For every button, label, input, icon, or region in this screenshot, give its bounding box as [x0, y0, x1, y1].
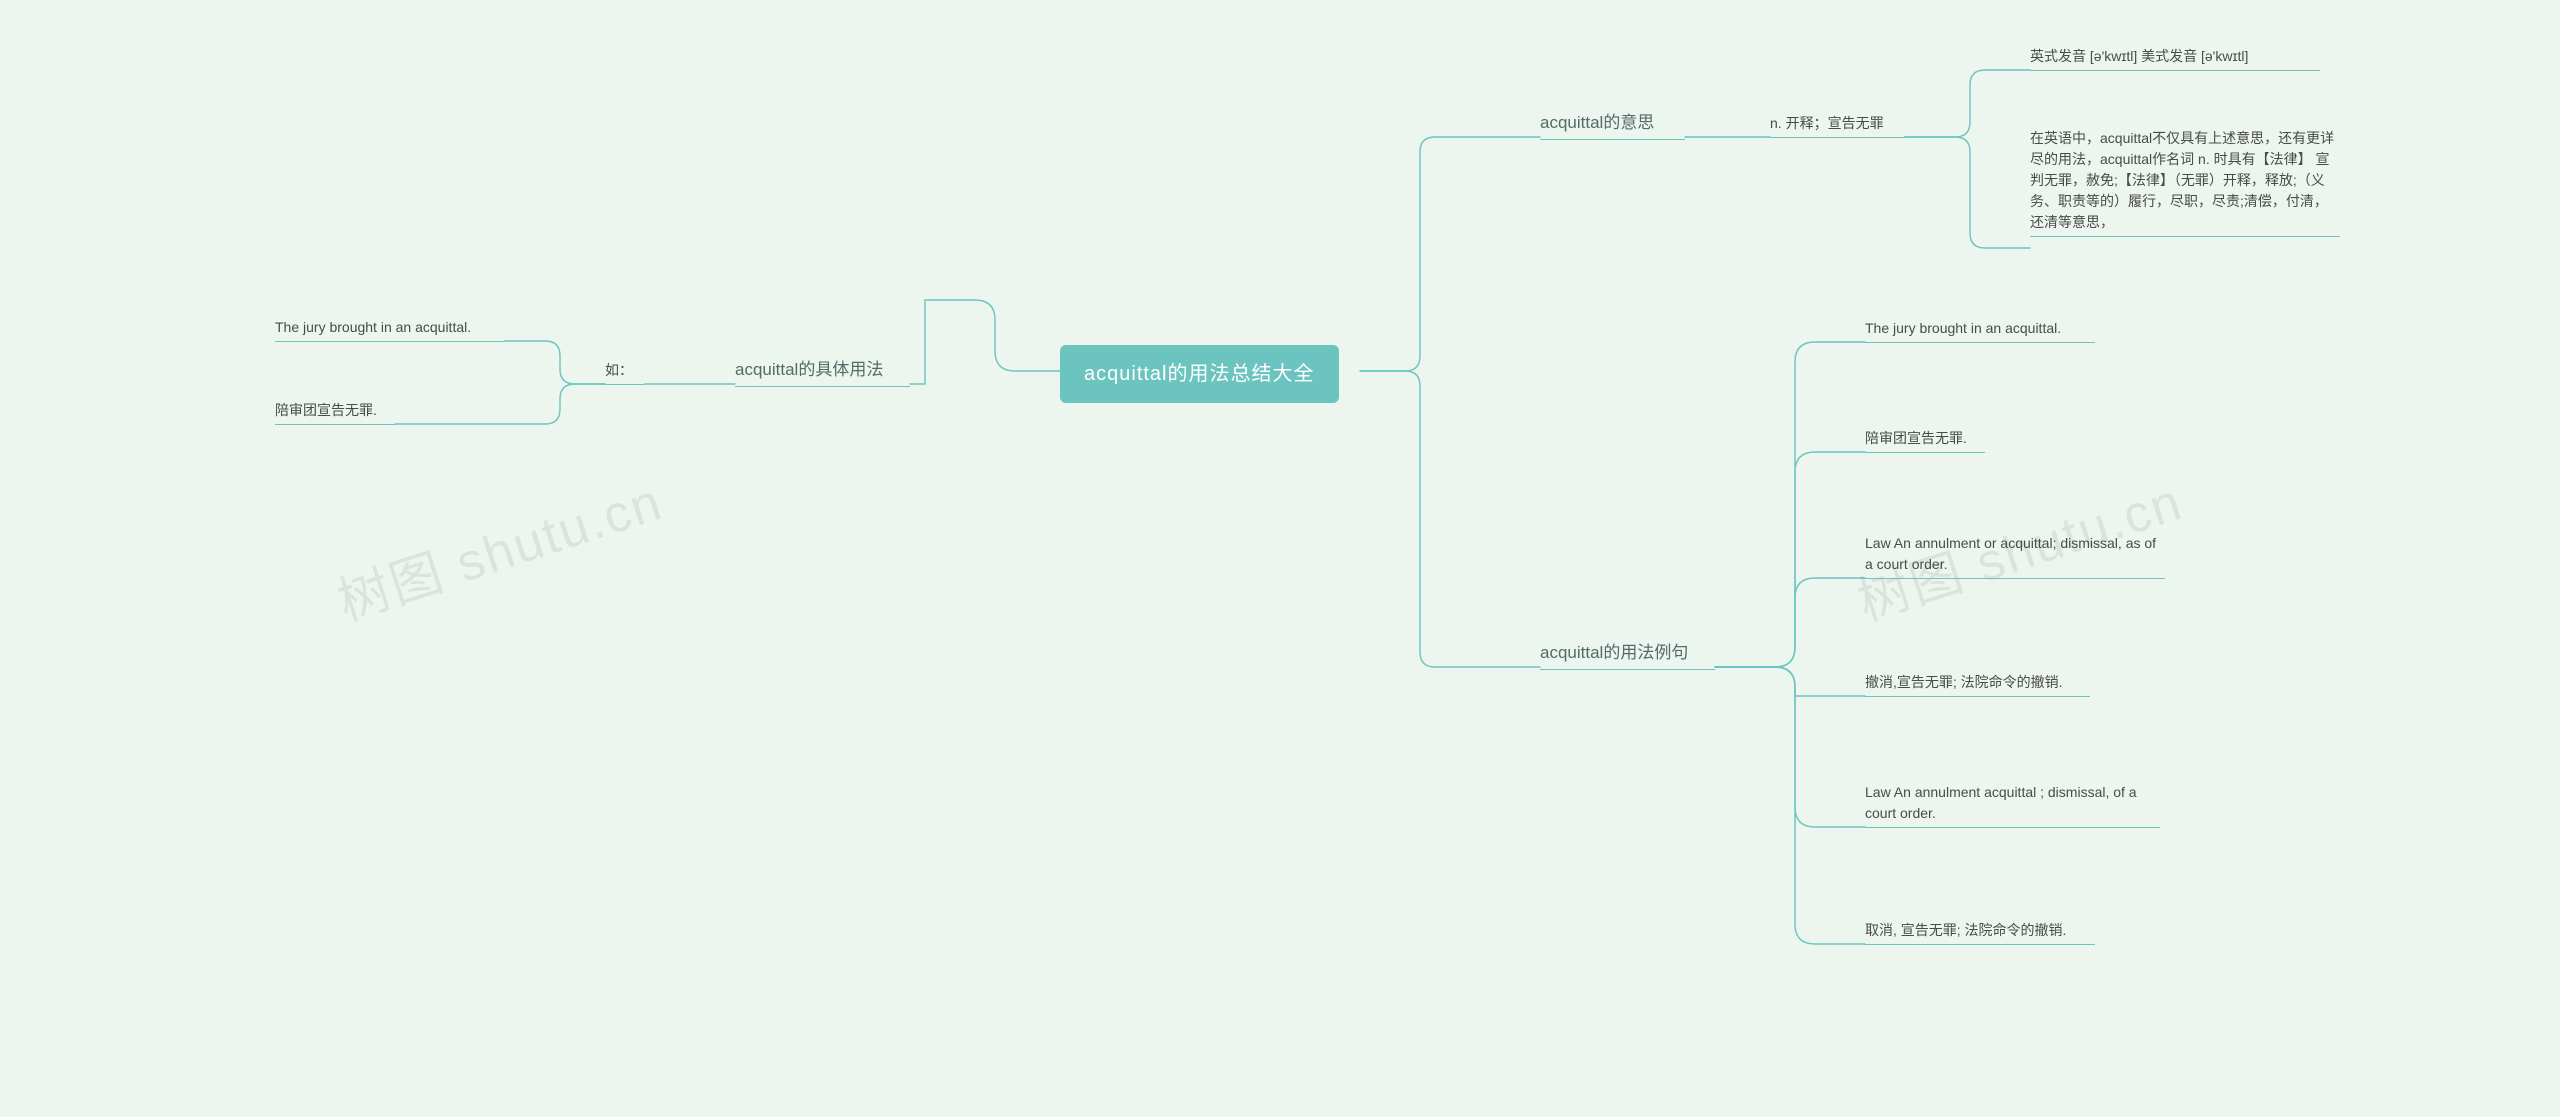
leaf-sentence: The jury brought in an acquittal. — [1865, 318, 2095, 343]
branch-sentences: acquittal的用法例句 — [1540, 640, 1715, 670]
watermark: 树图 shutu.cn — [327, 460, 671, 635]
leaf-detailed-meaning: 在英语中，acquittal不仅具有上述意思，还有更详尽的用法，acquitta… — [2030, 128, 2340, 237]
branch-usage: acquittal的具体用法 — [735, 357, 910, 387]
branch-meaning: acquittal的意思 — [1540, 110, 1685, 140]
leaf-sentence: 陪审团宣告无罪. — [1865, 428, 1985, 453]
leaf-example-en: The jury brought in an acquittal. — [275, 317, 505, 342]
root-node: acquittal的用法总结大全 — [1060, 345, 1339, 403]
leaf-pronunciation: 英式发音 [ə'kwɪtl] 美式发音 [ə'kwɪtl] — [2030, 46, 2320, 71]
leaf-sentence: Law An annulment or acquittal; dismissal… — [1865, 533, 2165, 579]
leaf-sentence: Law An annulment acquittal ; dismissal, … — [1865, 782, 2160, 828]
leaf-sentence: 取消, 宣告无罪; 法院命令的撤销. — [1865, 920, 2095, 945]
mindmap-canvas: 树图 shutu.cn 树图 shutu.cn acquittal的用法总结大全… — [0, 0, 2560, 1117]
sub-example-label: 如： — [605, 360, 645, 385]
leaf-sentence: 撤消,宣告无罪; 法院命令的撤销. — [1865, 672, 2090, 697]
sub-pos-definition: n. 开释；宣告无罪 — [1770, 113, 1905, 138]
leaf-example-zh: 陪审团宣告无罪. — [275, 400, 395, 425]
